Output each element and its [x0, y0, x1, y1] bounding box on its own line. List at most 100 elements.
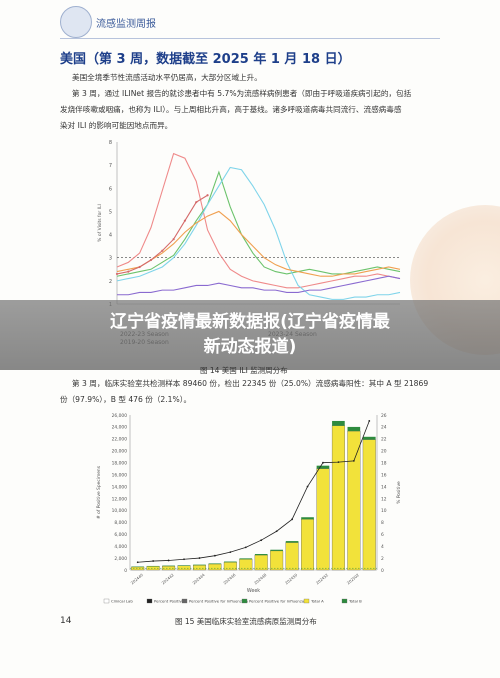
chart2-bar-total-a — [131, 566, 145, 571]
chart2-y2tick-label: 8 — [381, 520, 384, 526]
chart1-ytick-label: 8 — [109, 140, 112, 146]
chart1-point — [206, 194, 209, 197]
chart2-bar-total-a — [301, 519, 315, 571]
chart2-ytick-label: 6,000 — [114, 532, 127, 538]
chart2-xtick-label: 202440 — [130, 572, 145, 586]
chart2-ytick-label: 14,000 — [112, 484, 128, 490]
chart2-bar-total-b — [285, 541, 299, 543]
chart2-legend: Clinical Lab Percent Positive Percent Posi… — [103, 598, 362, 604]
chart2-y2tick-label: 24 — [381, 425, 387, 431]
chart2-ytick-label: 22,000 — [112, 437, 128, 443]
chart2-xtick-label: 202444 — [191, 572, 206, 586]
chart2-y2tick-label: 4 — [381, 544, 384, 550]
chart2-percent-positive-line — [137, 420, 370, 563]
headline-line-2: 新动态报道) — [203, 337, 297, 357]
chart2-y2tick-label: 6 — [381, 532, 384, 538]
chart2-ytick-label: 10,000 — [112, 508, 128, 514]
chart2-ytick-label: 12,000 — [112, 496, 128, 502]
chart1-point — [183, 219, 187, 222]
chart1-point — [195, 201, 198, 204]
chart2-bar-total-b — [332, 420, 345, 426]
chart2-percent-point — [291, 518, 293, 521]
chart2-bar-total-b — [224, 561, 237, 563]
chart1-series-line-4 — [117, 275, 401, 296]
legend-2019-20: 2019-20 Season — [120, 339, 169, 346]
chart1-point — [138, 265, 141, 269]
chart1-ytick-label: 2 — [109, 279, 112, 285]
chart1-point — [127, 270, 130, 273]
chart2-ytick-label: 16,000 — [112, 472, 128, 478]
ili-line-chart: 12345678% of Visits for ILI — [97, 140, 401, 308]
chart2-y2tick-label: 26 — [381, 413, 387, 419]
chart2-ytick-label: 18,000 — [112, 460, 128, 466]
chart1-series-line-1 — [116, 170, 401, 277]
report-header: 流感监测周报 — [0, 0, 500, 40]
chart2-xlabel: Week — [247, 588, 260, 594]
chart1-series-line-0 — [116, 152, 401, 289]
chart2-percent-point — [352, 460, 355, 462]
chart2-bar-total-a — [270, 550, 284, 571]
chart2-legend-label: Percent Positive for Influenza A — [189, 599, 248, 604]
chart2-percent-point — [260, 539, 263, 542]
chart2-ytick-label: 0 — [124, 568, 127, 574]
chart2-ytick-label: 2,000 — [114, 556, 127, 562]
headline-line-1: 辽宁省疫情最新数据报(辽宁省疫情最 — [110, 312, 390, 332]
paragraph-1: 美国全境季节性流感活动水平仍居高，大部分区域上升。 — [72, 73, 262, 82]
chart2-legend-label: Total B — [348, 599, 362, 604]
chart2-bar-total-b — [177, 565, 191, 566]
chart2-legend-label: Percent Positive for Influenza B — [249, 599, 308, 604]
chart2-percent-point — [229, 551, 232, 554]
chart1-series-line-3 — [116, 210, 401, 277]
chart2-y2label: % Positive — [396, 481, 402, 504]
chart1-ylabel: % of Visits for ILI — [97, 204, 103, 242]
chart2-bar-total-a — [177, 565, 191, 571]
paragraph-5: 第 3 周，临床实验室共检测样本 89460 份，检出 22345 份（25.0… — [72, 379, 429, 388]
chart1-series-line-2 — [116, 166, 401, 300]
chart2-ytick-label: 4,000 — [114, 544, 127, 550]
chart2-bar-total-a — [192, 565, 206, 571]
chart2-percent-point — [183, 558, 185, 561]
chart2-y2tick-label: 16 — [381, 472, 387, 478]
chart2-legend-swatch — [341, 598, 348, 604]
chart2-bar-total-a — [362, 439, 376, 571]
header-divider — [60, 38, 440, 39]
chart2-y2tick-label: 14 — [381, 484, 387, 490]
chart2-xtick-label: 202446 — [222, 572, 237, 586]
chart2-xtick-label: 202442 — [160, 572, 175, 586]
chart2-y2tick-label: 12 — [381, 496, 387, 502]
chart2-legend-label: Percent Positive — [154, 599, 185, 604]
paragraph-3: 发烧伴咳嗽或咽痛，也称为 ILI）。与上周相比升高，高于基线。诸多呼吸道病毒共同… — [60, 105, 402, 114]
chart2-percent-point — [244, 546, 247, 549]
chart2-bars — [131, 420, 376, 571]
chart2-bar-total-a — [285, 542, 299, 571]
chart2-legend-swatch — [103, 598, 110, 604]
headline-text: 辽宁省疫情最新数据报(辽宁省疫情最 新动态报道) — [50, 310, 450, 360]
chart2-ytick-label: 26,000 — [112, 413, 128, 419]
legend-2022-23: 2022-23 Season — [120, 331, 169, 338]
chart2-ylabel: # of Positive Specimens — [96, 465, 102, 519]
chart2-bar-total-b — [362, 436, 376, 440]
chart1-point — [161, 249, 164, 252]
page-number: 14 — [60, 616, 72, 626]
chart1-caption: 图 14 美国 ILI 监测周分布 — [200, 366, 288, 375]
chart2-caption: 图 15 美国临床实验室流感病原监测周分布 — [175, 617, 317, 626]
chart2-percent-point — [167, 559, 170, 562]
lab-bar-chart: 0 2,000 4,000 6,000 8,000 10,000 12,000 14,000 1… — [96, 413, 402, 604]
chart2-xtick-label: 202502 — [346, 572, 361, 586]
chart1-point — [172, 238, 175, 241]
chart1-ytick-label: 6 — [109, 186, 112, 192]
chart2-percent-point — [275, 530, 278, 533]
chart2-bar-total-a — [223, 562, 237, 571]
chart2-bar-total-a — [331, 425, 345, 571]
chart2-y2tick-label: 0 — [381, 568, 384, 574]
chart2-percent-point — [368, 420, 371, 422]
chart2-xtick-label: 202448 — [253, 572, 268, 586]
paragraph-4: 染对 ILI 的影响可能因地点而异。 — [60, 121, 173, 130]
chart2-y2tick-label: 20 — [381, 449, 387, 455]
chart2-percent-line — [130, 420, 377, 569]
chart1-ytick-label: 5 — [109, 209, 112, 215]
chart2-ytick-label: 24,000 — [112, 425, 128, 431]
chart2-bar-total-a — [347, 430, 361, 571]
chart1-ytick-label: 3 — [109, 256, 112, 262]
